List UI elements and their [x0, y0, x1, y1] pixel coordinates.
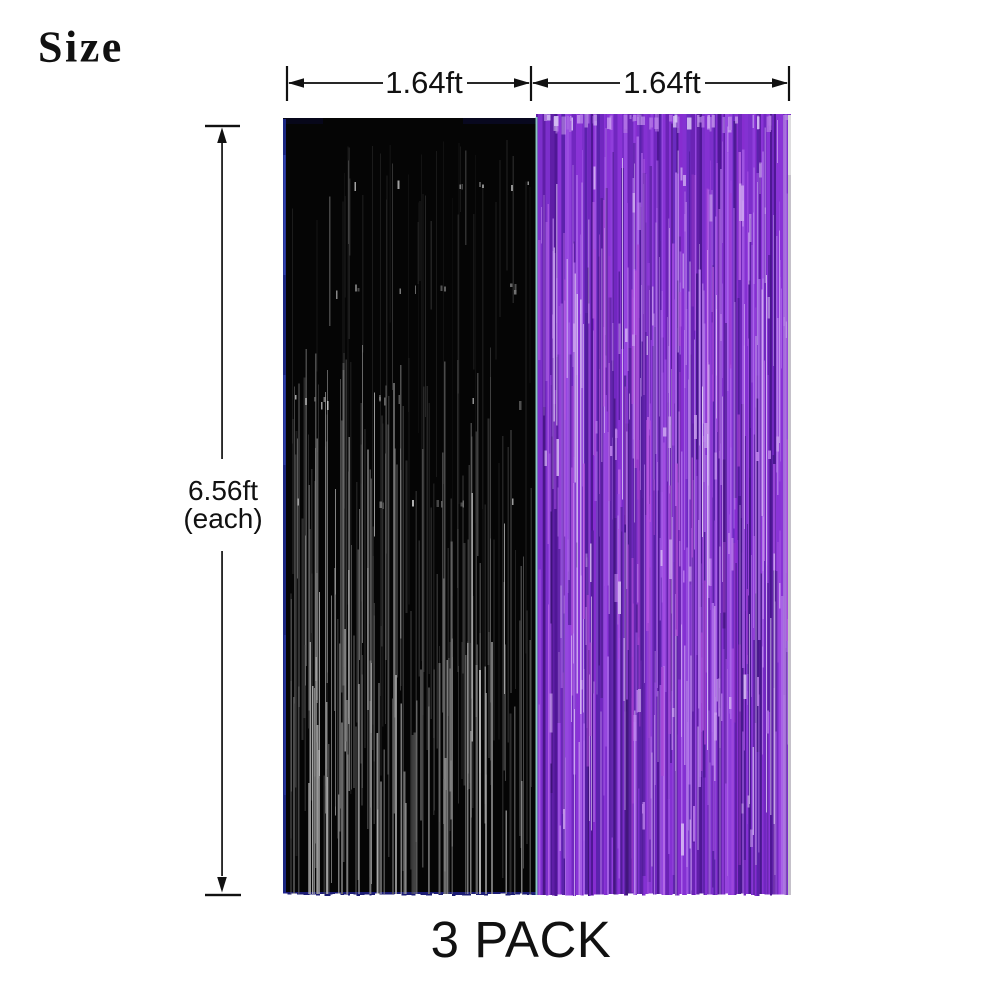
svg-text:1.64ft: 1.64ft — [623, 65, 701, 100]
svg-text:Size: Size — [38, 23, 124, 72]
svg-text:(each): (each) — [183, 503, 262, 534]
svg-text:6.56ft: 6.56ft — [188, 475, 258, 506]
svg-text:1.64ft: 1.64ft — [385, 65, 463, 100]
svg-text:3 PACK: 3 PACK — [431, 911, 612, 968]
